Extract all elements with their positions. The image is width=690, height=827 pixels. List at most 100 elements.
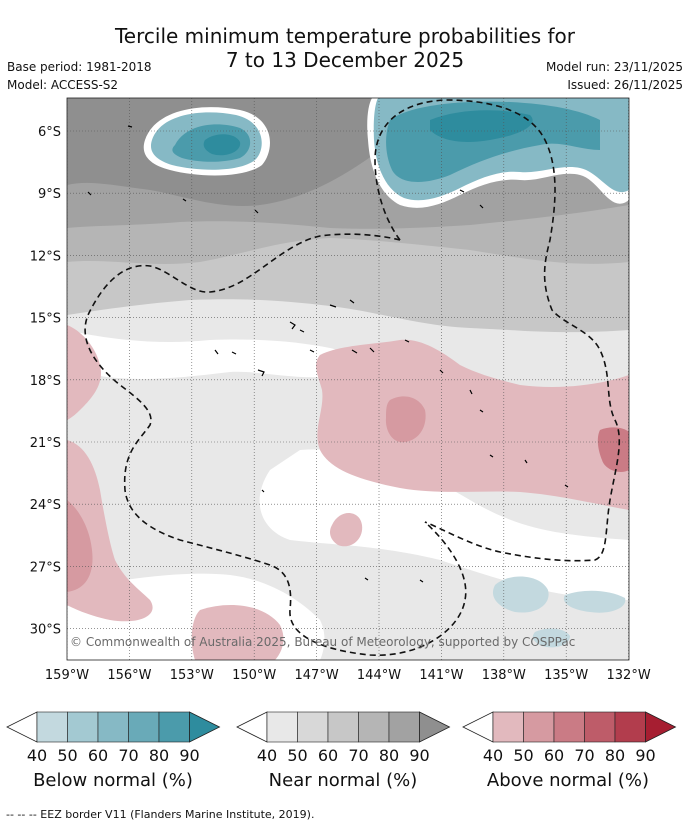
below-normal-southeast-3 [532,628,570,648]
above-normal-small-blob [330,512,363,547]
eez-border-1 [84,233,467,656]
map-fields: © Commonwealth of Australia 2025, Bureau… [67,98,629,660]
copyright-notice: © Commonwealth of Australia 2025, Bureau… [70,635,575,649]
colorbar-segment [614,711,646,743]
colorbar-right-triangle [189,711,221,743]
meta-left: Base period: 1981-2018 Model: ACCESS-S2 [7,58,152,94]
colorbar-tick-label: 60 [88,746,108,765]
lon-label: 153°W [170,668,214,683]
colorbar-tick-label: 70 [118,746,138,765]
lat-label: 15°S [30,312,61,327]
colorbar-tick-label: 90 [179,746,199,765]
title-line-2: 7 to 13 December 2025 [225,48,465,72]
lat-label: 18°S [30,374,61,389]
lon-label: 132°W [607,668,651,683]
colorbar-segment [492,711,524,743]
colorbar-segment [388,711,420,743]
colorbar-tick-label: 50 [513,746,533,765]
above-normal-central-50 [385,396,426,443]
colorbar-tick-label: 60 [318,746,338,765]
colorbar-title-above: Above normal (%) [486,770,650,791]
above-normal-south [191,605,284,660]
latitude-labels: 6°S 9°S 12°S 15°S 18°S 21°S 24°S 27°S 30°S [30,125,61,638]
lat-label: 27°S [30,560,61,575]
colorbar-segment [584,711,616,743]
colorbar-segment [266,711,298,743]
lon-label: 156°W [107,668,151,683]
colorbar-segment [97,711,129,743]
colorbar: 40 50 60 70 80 90 [462,711,677,765]
lon-label: 144°W [357,668,401,683]
colorbar-left-triangle [236,711,268,743]
colorbar-right-triangle [419,711,451,743]
base-period: Base period: 1981-2018 [7,60,152,74]
colorbar-title-near: Near normal (%) [268,770,418,791]
colorbar-tick-label: 50 [57,746,77,765]
lon-label: 135°W [544,668,588,683]
map-title: Tercile minimum temperature probabilitie… [0,24,690,72]
above-normal-east-60 [597,427,629,472]
colorbar-tick-label: 70 [348,746,368,765]
above-normal-west-edge [67,325,101,420]
lon-label: 138°W [482,668,526,683]
model-run: Model run: 23/11/2025 [545,60,683,74]
map-frame [66,97,630,661]
model-name: Model: ACCESS-S2 [7,78,119,92]
lat-label: 9°S [38,187,61,202]
colorbar-title-below: Below normal (%) [33,770,193,791]
eez-border-2 [374,99,621,562]
colorbar-tick-label: 40 [257,746,277,765]
colorbar-tick-label: 80 [149,746,169,765]
above-normal-southwest-50 [67,500,93,592]
colorbar-tick-label: 50 [287,746,307,765]
colorbars: 40 50 60 70 80 90 40 50 60 70 80 90 40 50 60 70 80 90 [6,711,677,765]
colorbar-segment [297,711,329,743]
colorbar-tick-label: 90 [635,746,655,765]
colorbar-segment [36,711,68,743]
colorbar-tick-label: 80 [605,746,625,765]
title-line-1: Tercile minimum temperature probabilitie… [114,24,576,48]
lat-label: 6°S [38,125,61,140]
below-normal-east-90 [430,110,533,142]
meta-right: Model run: 23/11/2025 Issued: 26/11/2025 [546,58,683,94]
lat-label: 24°S [30,498,61,513]
lon-label: 147°W [295,668,339,683]
colorbar-right-triangle [645,711,677,743]
lon-label: 150°W [232,668,276,683]
colorbar-tick-label: 60 [544,746,564,765]
lat-label: 30°S [30,623,61,638]
colorbar-segment [128,711,160,743]
no-signal-region-1 [67,330,351,379]
colorbar-left-triangle [462,711,494,743]
colorbar-left-triangle [6,711,38,743]
colorbar: 40 50 60 70 80 90 [6,711,221,765]
colorbar-segment [523,711,555,743]
colorbar-segment [327,711,359,743]
above-normal-central [316,339,629,510]
longitude-labels: 159°W 156°W 153°W 150°W 147°W 144°W 141°W 138°W… [45,668,651,683]
colorbar: 40 50 60 70 80 90 [236,711,451,765]
colorbar-tick-label: 70 [574,746,594,765]
below-normal-southeast-2 [563,590,626,613]
islands [87,125,569,583]
colorbar-segment [158,711,190,743]
colorbar-segment [358,711,390,743]
issued-date: Issued: 26/11/2025 [567,78,683,92]
eez-footnote: -- -- -- EEZ border V11 (Flanders Marine… [6,808,315,821]
colorbar-tick-label: 40 [483,746,503,765]
below-normal-southeast-1 [492,576,549,613]
below-normal-west-90 [203,134,241,156]
colorbar-tick-label: 80 [379,746,399,765]
colorbar-tick-label: 40 [27,746,47,765]
colorbar-tick-label: 90 [409,746,429,765]
lon-label: 141°W [419,668,463,683]
island-set [87,125,569,583]
colorbar-segment [67,711,99,743]
lon-label: 159°W [45,668,89,683]
no-signal-region-2 [259,449,629,600]
lat-label: 12°S [30,249,61,264]
lat-label: 21°S [30,436,61,451]
colorbar-segment [553,711,585,743]
island [289,321,296,330]
